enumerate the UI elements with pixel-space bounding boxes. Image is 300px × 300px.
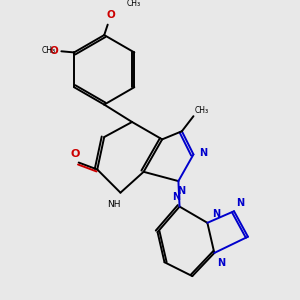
Text: O: O <box>107 10 116 20</box>
Text: N: N <box>217 258 225 268</box>
Text: N: N <box>199 148 207 158</box>
Text: N: N <box>236 198 244 208</box>
Text: NH: NH <box>107 200 120 208</box>
Text: CH₃: CH₃ <box>195 106 209 115</box>
Text: N: N <box>177 186 185 196</box>
Text: CH₃: CH₃ <box>126 0 140 8</box>
Text: N: N <box>212 209 220 219</box>
Text: CH₃: CH₃ <box>41 46 56 55</box>
Text: O: O <box>49 46 58 56</box>
Text: N: N <box>172 192 180 202</box>
Text: O: O <box>70 149 80 159</box>
